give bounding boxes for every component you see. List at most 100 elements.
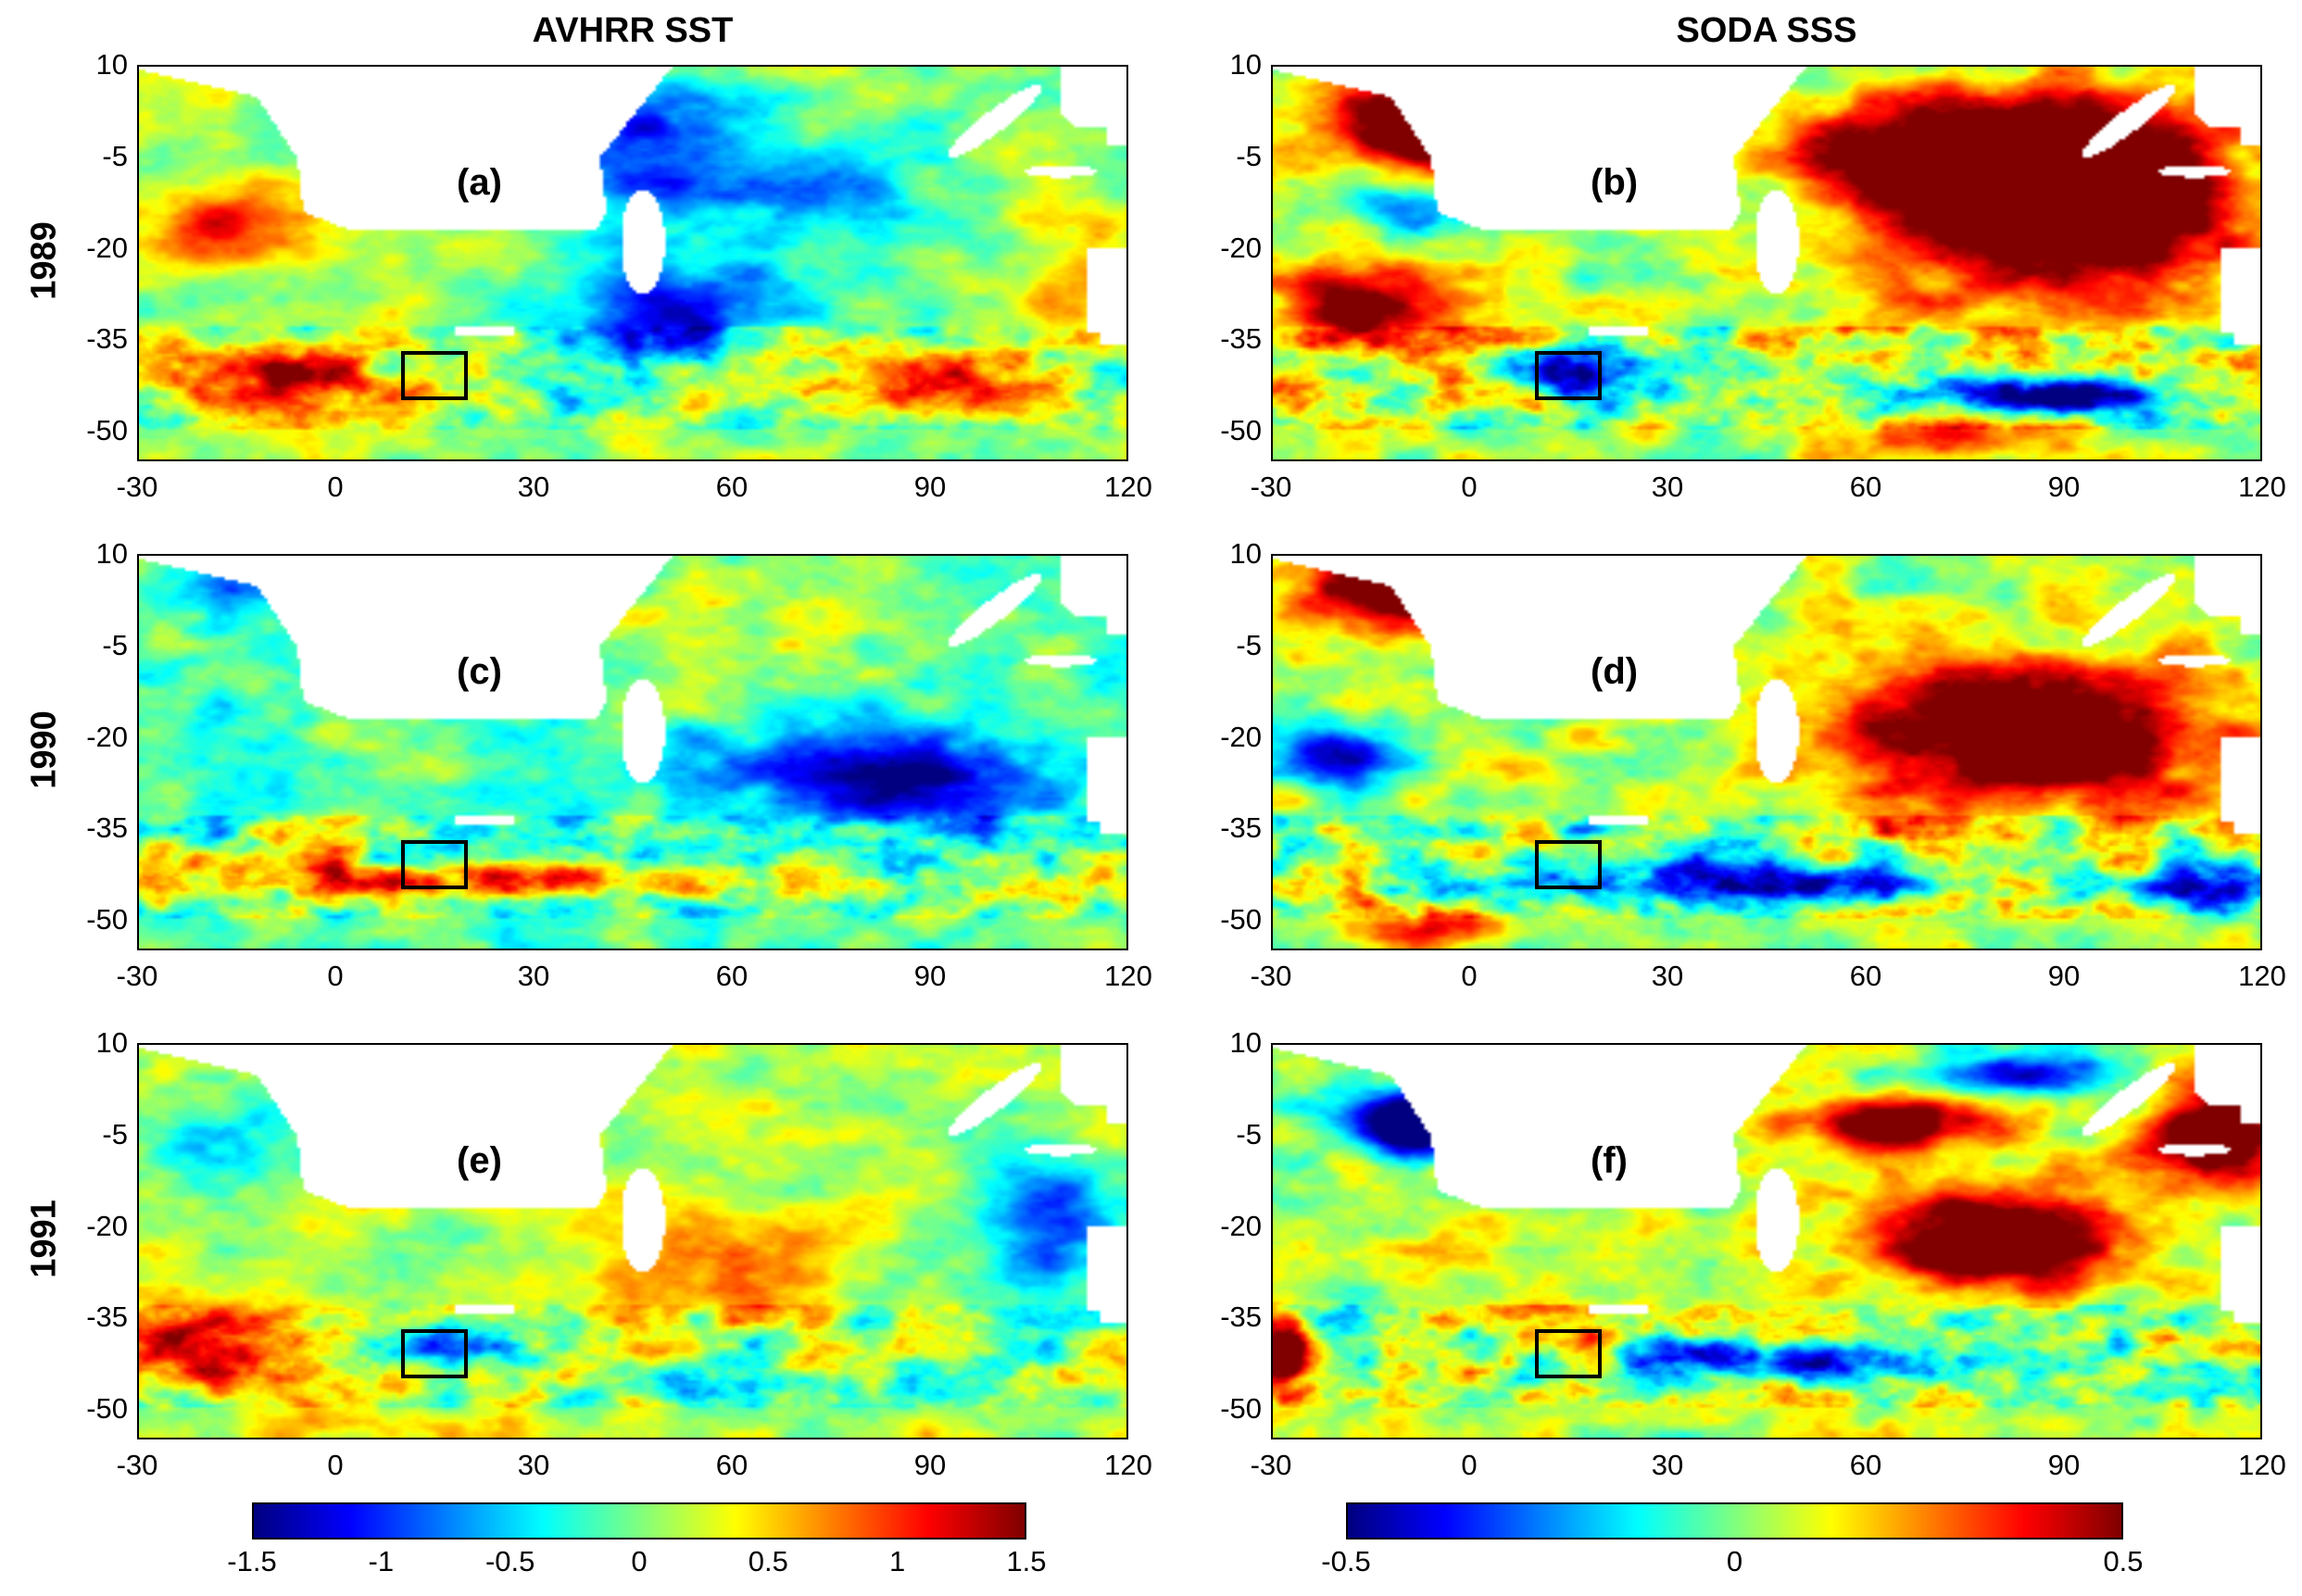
column-title-sss: SODA SSS: [1676, 11, 1857, 50]
heatmap-canvas: [139, 1045, 1126, 1438]
y-tick-label: -50: [1220, 414, 1262, 447]
x-tick-label: 0: [327, 960, 344, 992]
y-tick-label: -50: [1220, 903, 1262, 936]
panel-letter: (f): [1591, 1140, 1628, 1181]
y-tick-label: 10: [95, 48, 128, 81]
y-tick-label: -20: [86, 231, 128, 264]
x-tick-label: 120: [1104, 1449, 1152, 1481]
study-region-box: [401, 1329, 468, 1379]
study-region-box: [401, 840, 468, 890]
y-tick-label: -50: [86, 903, 128, 936]
x-tick-label: 30: [1651, 471, 1684, 503]
x-tick-label: 60: [715, 960, 748, 992]
x-tick-label: 120: [2238, 1449, 2286, 1481]
heatmap-canvas: [139, 556, 1126, 949]
x-tick-label: 0: [1461, 471, 1478, 503]
row-label-1991: 1991: [24, 1200, 64, 1278]
map-panel-d: [1271, 554, 2262, 950]
colorbar-tick-label: 0.5: [2103, 1545, 2144, 1577]
study-region-box: [1535, 1329, 1602, 1379]
y-tick-label: -50: [86, 1392, 128, 1426]
map-panel-c: [137, 554, 1128, 950]
y-tick-label: -35: [1220, 811, 1262, 845]
row-label-1990: 1990: [24, 710, 64, 789]
x-tick-label: 60: [715, 471, 748, 503]
x-tick-label: 90: [913, 471, 947, 503]
y-tick-label: 10: [95, 537, 128, 570]
x-tick-label: -30: [1250, 1449, 1292, 1481]
x-tick-label: 30: [517, 1449, 550, 1481]
panel-letter: (b): [1591, 162, 1639, 203]
y-tick-label: -35: [1220, 322, 1262, 356]
heatmap-canvas: [139, 67, 1126, 459]
x-tick-label: 90: [2047, 960, 2081, 992]
colorbar-tick-label: -0.5: [1321, 1545, 1371, 1577]
x-tick-label: -30: [1250, 960, 1292, 992]
x-tick-label: 90: [913, 960, 947, 992]
y-tick-label: -20: [86, 1209, 128, 1242]
colorbar-tick-label: 0.5: [748, 1545, 788, 1577]
y-tick-label: -5: [102, 139, 128, 172]
colorbar-tick-label: 1: [889, 1545, 906, 1577]
x-tick-label: 90: [2047, 471, 2081, 503]
x-tick-label: 120: [2238, 960, 2286, 992]
y-tick-label: -20: [1220, 1209, 1262, 1242]
colorbar-tick-label: 0: [631, 1545, 648, 1577]
map-panel-e: [137, 1043, 1128, 1439]
heatmap-canvas: [1273, 67, 2260, 459]
x-tick-label: 60: [1849, 471, 1882, 503]
sss-colorbar: [1346, 1502, 2123, 1539]
y-tick-label: 10: [1229, 48, 1262, 81]
sst-colorbar: [252, 1502, 1026, 1539]
panel-letter: (a): [457, 162, 502, 203]
x-tick-label: 0: [327, 471, 344, 503]
x-tick-label: 30: [1651, 960, 1684, 992]
column-title-sst: AVHRR SST: [532, 11, 734, 50]
x-tick-label: 60: [1849, 960, 1882, 992]
study-region-box: [1535, 840, 1602, 890]
panel-letter: (c): [457, 651, 502, 692]
x-tick-label: 90: [2047, 1449, 2081, 1481]
study-region-box: [401, 351, 468, 401]
panel-letter: (d): [1591, 651, 1639, 692]
y-tick-label: -35: [1220, 1301, 1262, 1334]
x-tick-label: -30: [116, 1449, 158, 1481]
x-tick-label: 60: [715, 1449, 748, 1481]
heatmap-canvas: [1273, 1045, 2260, 1438]
x-tick-label: -30: [1250, 471, 1292, 503]
x-tick-label: 30: [1651, 1449, 1684, 1481]
colorbar-tick-label: -1.5: [227, 1545, 277, 1577]
y-tick-label: 10: [1229, 537, 1262, 570]
y-tick-label: -35: [86, 811, 128, 845]
y-tick-label: -50: [86, 414, 128, 447]
y-tick-label: -50: [1220, 1392, 1262, 1426]
x-tick-label: 30: [517, 471, 550, 503]
colorbar-tick-label: 1.5: [1006, 1545, 1047, 1577]
y-tick-label: -20: [1220, 231, 1262, 264]
map-panel-a: [137, 65, 1128, 461]
map-panel-f: [1271, 1043, 2262, 1439]
panel-letter: (e): [457, 1140, 502, 1181]
y-tick-label: -5: [1236, 628, 1262, 661]
colorbar-tick-label: 0: [1726, 1545, 1743, 1577]
x-tick-label: 0: [327, 1449, 344, 1481]
y-tick-label: 10: [95, 1026, 128, 1059]
x-tick-label: -30: [116, 471, 158, 503]
x-tick-label: 60: [1849, 1449, 1882, 1481]
row-label-1989: 1989: [24, 221, 64, 300]
y-tick-label: -5: [1236, 139, 1262, 172]
y-tick-label: -35: [86, 1301, 128, 1334]
x-tick-label: 30: [517, 960, 550, 992]
colorbar-tick-label: -0.5: [484, 1545, 535, 1577]
x-tick-label: 90: [913, 1449, 947, 1481]
x-tick-label: -30: [116, 960, 158, 992]
x-tick-label: 120: [1104, 960, 1152, 992]
y-tick-label: -5: [1236, 1117, 1262, 1150]
y-tick-label: 10: [1229, 1026, 1262, 1059]
y-tick-label: -5: [102, 628, 128, 661]
y-tick-label: -35: [86, 322, 128, 356]
map-panel-b: [1271, 65, 2262, 461]
heatmap-canvas: [1273, 556, 2260, 949]
study-region-box: [1535, 351, 1602, 401]
colorbar-tick-label: -1: [368, 1545, 395, 1577]
